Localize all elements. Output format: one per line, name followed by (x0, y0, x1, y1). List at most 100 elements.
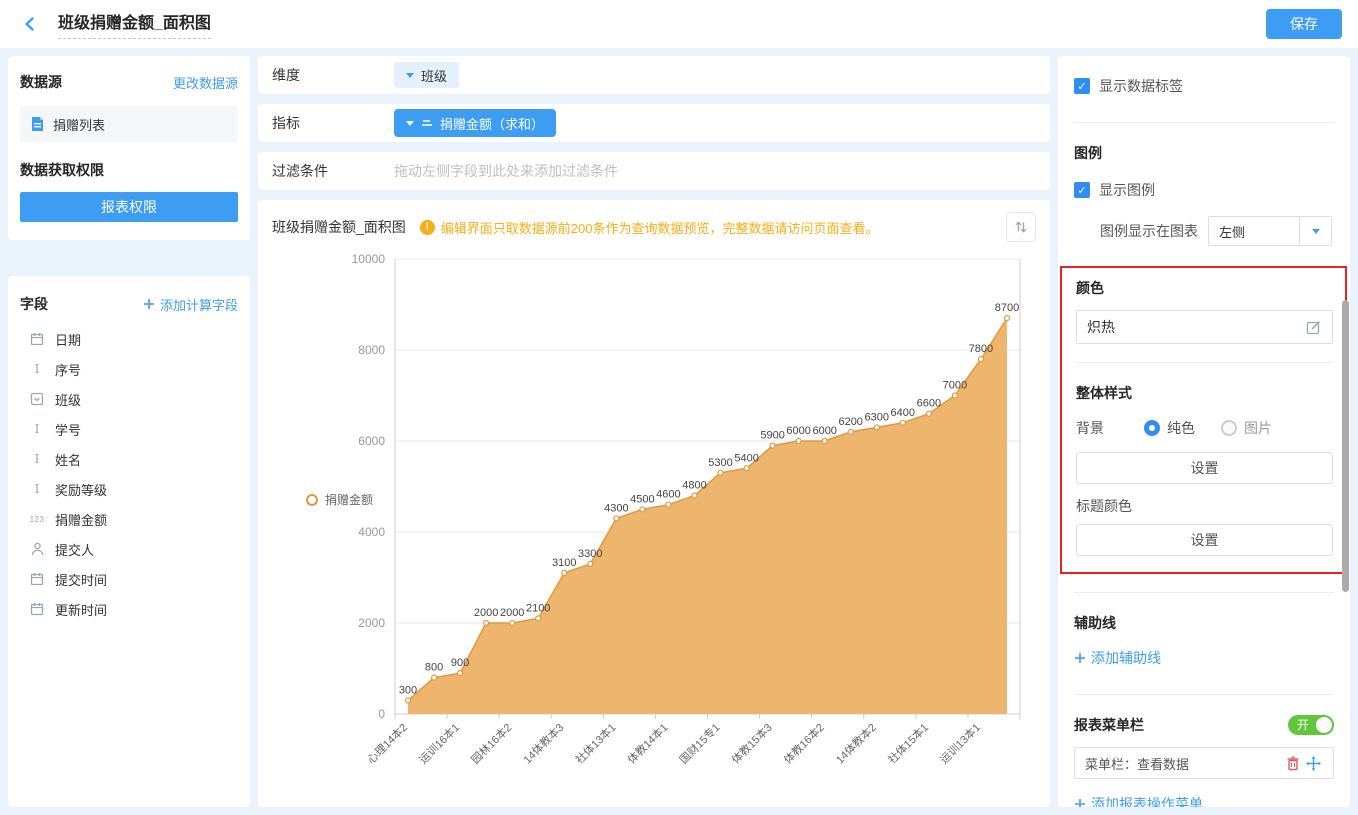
plus-icon (1074, 652, 1086, 664)
page-title: 班级捐赠金额_面积图 (58, 9, 211, 39)
svg-text:0: 0 (378, 707, 385, 721)
field-item[interactable]: 提交时间 (20, 564, 238, 594)
divider (1076, 362, 1333, 363)
editor-column: 维度 班级 指标 捐赠金额（求和） 过滤条件 拖动左侧字段到此处来添加过滤条件 (258, 56, 1050, 807)
report-permission-button[interactable]: 报表权限 (20, 192, 238, 222)
datasource-title: 数据源 (20, 72, 62, 92)
svg-text:体教14本1: 体教14本1 (624, 720, 670, 766)
save-button[interactable]: 保存 (1266, 9, 1342, 39)
svg-text:14体教本2: 14体教本2 (833, 720, 879, 766)
field-item[interactable]: I奖励等级 (20, 474, 238, 504)
style-section-title: 整体样式 (1076, 383, 1333, 403)
legend-position-select[interactable]: 左侧 (1208, 216, 1332, 246)
metric-tag[interactable]: 捐赠金额（求和） (394, 109, 556, 137)
field-label: 提交人 (55, 540, 94, 559)
document-icon (30, 116, 45, 132)
field-item[interactable]: 提交人 (20, 534, 238, 564)
field-type-date-icon (28, 602, 46, 616)
delete-menu-item-button[interactable] (1283, 756, 1303, 771)
field-item[interactable]: 更新时间 (20, 594, 238, 624)
background-image-radio[interactable]: 图片 (1221, 418, 1272, 438)
svg-text:4000: 4000 (358, 525, 385, 539)
menu-bar-item: 菜单栏：查看数据 (1074, 747, 1334, 779)
svg-text:4800: 4800 (682, 480, 706, 492)
svg-text:2100: 2100 (526, 602, 550, 614)
svg-text:4600: 4600 (656, 489, 680, 501)
svg-text:6400: 6400 (891, 407, 915, 419)
field-label: 姓名 (55, 450, 81, 469)
datasource-item[interactable]: 捐赠列表 (20, 106, 238, 142)
menu-bar-toggle[interactable]: 开 (1288, 715, 1334, 735)
filter-dropzone[interactable]: 拖动左侧字段到此处来添加过滤条件 (394, 161, 618, 181)
field-item[interactable]: I 姓名 (20, 444, 238, 474)
field-item[interactable]: 班级 (20, 384, 238, 414)
field-list: 日期I序号班级 I学号 I 姓名 I奖励等级 123 捐赠金额提交人提交时间更新时间 (20, 324, 238, 624)
move-menu-item-handle[interactable] (1303, 756, 1323, 771)
chevron-down-icon (1299, 217, 1331, 245)
field-type-person-icon (28, 542, 46, 556)
svg-text:园林16本2: 园林16本2 (468, 720, 514, 766)
field-type-date-icon (28, 332, 46, 346)
chevron-down-icon (406, 121, 414, 126)
svg-text:社体13本1: 社体13本1 (572, 720, 618, 766)
title-color-setting-button[interactable]: 设置 (1076, 524, 1333, 556)
svg-text:2000: 2000 (500, 607, 524, 619)
add-calc-field-link[interactable]: 添加计算字段 (143, 295, 238, 314)
main-area: 数据源 更改数据源 捐赠列表 数据获取权限 报表权限 字段 (0, 48, 1358, 815)
svg-text:6000: 6000 (812, 425, 836, 437)
add-report-action-menu-link[interactable]: 添加报表操作菜单 (1074, 794, 1334, 807)
show-data-labels-checkbox[interactable]: ✓ 显示数据标签 (1074, 76, 1334, 96)
field-item[interactable]: I学号 (20, 414, 238, 444)
radio-selected-icon (1144, 420, 1160, 436)
field-type-number-icon: 123 (28, 515, 46, 524)
legend-position-row: 图例显示在图表 左侧 (1100, 216, 1334, 246)
scrollbar-thumb[interactable] (1342, 300, 1349, 592)
svg-text:800: 800 (425, 662, 443, 674)
svg-text:体教16本2: 体教16本2 (781, 720, 827, 766)
sort-arrows-icon (1013, 219, 1029, 235)
fields-title: 字段 (20, 294, 48, 314)
svg-text:7800: 7800 (969, 343, 993, 355)
background-solid-radio[interactable]: 纯色 (1144, 418, 1195, 438)
field-item[interactable]: 123 捐赠金额 (20, 504, 238, 534)
change-datasource-link[interactable]: 更改数据源 (173, 73, 238, 92)
field-label: 班级 (55, 390, 81, 409)
field-item[interactable]: 日期 (20, 324, 238, 354)
background-setting-button[interactable]: 设置 (1076, 452, 1333, 484)
top-bar: 班级捐赠金额_面积图 保存 (0, 0, 1358, 48)
sort-button[interactable] (1006, 212, 1036, 242)
field-label: 捐赠金额 (55, 510, 107, 529)
warning-icon: ! (420, 220, 435, 235)
svg-text:8000: 8000 (358, 343, 385, 357)
plus-icon (143, 298, 155, 310)
chevron-down-icon (406, 73, 414, 78)
svg-text:社体15本1: 社体15本1 (885, 720, 931, 766)
divider (1074, 592, 1334, 593)
field-label: 奖励等级 (55, 480, 107, 499)
edit-icon (1306, 319, 1322, 335)
chevron-left-icon (22, 16, 38, 32)
color-theme-input[interactable]: 炽热 (1076, 310, 1333, 344)
divider (1074, 122, 1334, 123)
chart-plot-area: 0200040006000800010000300800900200020002… (272, 242, 1036, 795)
svg-text:900: 900 (451, 657, 469, 669)
svg-text:国财15专1: 国财15专1 (676, 720, 722, 766)
checkbox-checked-icon: ✓ (1074, 78, 1090, 94)
svg-text:2000: 2000 (358, 616, 385, 630)
show-legend-checkbox[interactable]: ✓ 显示图例 (1074, 180, 1334, 200)
reference-line-title: 辅助线 (1074, 613, 1334, 633)
back-button[interactable] (16, 10, 44, 38)
svg-text:6000: 6000 (786, 425, 810, 437)
menu-bar-header: 报表菜单栏 开 (1074, 715, 1334, 735)
permission-title: 数据获取权限 (20, 160, 238, 180)
background-row: 背景 纯色 图片 (1076, 418, 1333, 438)
svg-text:2000: 2000 (474, 607, 498, 619)
field-type-text-icon: I (28, 453, 46, 465)
dimension-label: 维度 (272, 65, 394, 85)
left-sidebar: 数据源 更改数据源 捐赠列表 数据获取权限 报表权限 字段 (8, 56, 250, 807)
dimension-tag[interactable]: 班级 (394, 62, 459, 88)
svg-text:6200: 6200 (838, 416, 862, 428)
add-reference-line-link[interactable]: 添加辅助线 (1074, 648, 1334, 668)
chart-card: 班级捐赠金额_面积图 ! 编辑界面只取数据源前200条作为查询数据预览，完整数据… (258, 200, 1050, 807)
field-item[interactable]: I序号 (20, 354, 238, 384)
